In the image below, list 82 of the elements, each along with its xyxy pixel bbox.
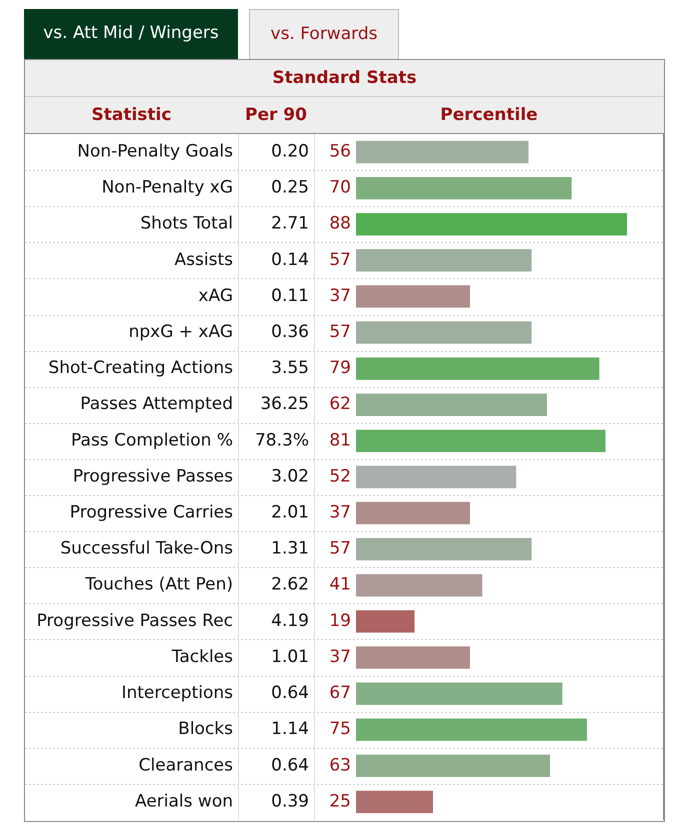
y-tick-label: Clearances	[138, 755, 234, 776]
data-label: 37	[329, 646, 351, 667]
y-tick-label: Interceptions	[121, 683, 234, 704]
data-label: 67	[329, 683, 351, 704]
y-tick-label: Blocks	[178, 719, 234, 740]
bar	[356, 790, 433, 814]
text: vs. Att Mid / Wingers	[24, 9, 238, 59]
bar	[356, 610, 415, 633]
data-label: 57	[329, 250, 351, 270]
text: 0.64	[271, 683, 309, 704]
text: 0.20	[271, 141, 309, 162]
text: 0.25	[271, 178, 309, 198]
y-tick-label: Aerials won	[135, 791, 233, 812]
bar	[356, 538, 532, 560]
text: 1.31	[271, 538, 309, 559]
bar	[356, 140, 528, 164]
data-label: 62	[329, 394, 351, 414]
text: 36.25	[260, 394, 309, 414]
bar	[356, 466, 516, 488]
y-tick-label: Shots Total	[140, 214, 233, 234]
bar	[356, 213, 628, 236]
data-label: 63	[329, 755, 351, 776]
text: 0.36	[271, 322, 309, 342]
bar	[356, 321, 532, 344]
text: 1.01	[271, 646, 309, 667]
y-tick-label: Assists	[174, 250, 234, 270]
bar	[356, 430, 606, 452]
text: 0.11	[271, 286, 309, 306]
data-label: 52	[329, 466, 351, 486]
text: 3.02	[271, 466, 309, 486]
data-label: 41	[329, 574, 351, 595]
y-tick-label: Successful Take-Ons	[60, 538, 234, 559]
data-label: 37	[329, 286, 351, 306]
data-label: 19	[329, 610, 351, 631]
data-label: 25	[329, 791, 351, 812]
text: 2.01	[271, 502, 309, 523]
text: 1.14	[271, 719, 309, 740]
data-label: 75	[329, 719, 351, 740]
data-label: 70	[329, 178, 351, 198]
data-label: 37	[329, 502, 351, 523]
bar	[356, 502, 470, 524]
y-tick-label: Progressive Carries	[70, 502, 234, 523]
y-tick-label: Touches (Att Pen)	[84, 574, 233, 595]
text: 4.19	[271, 610, 309, 631]
bar	[356, 249, 532, 272]
y-tick-label: xAG	[198, 286, 233, 306]
chart-title: Standard Stats	[25, 60, 664, 97]
text: Percentile	[439, 104, 539, 127]
bar	[356, 718, 587, 741]
data-label: 57	[329, 538, 351, 559]
data-label: 79	[329, 358, 351, 378]
y-tick-label: Passes Attempted	[80, 394, 233, 414]
data-label: 56	[329, 141, 351, 162]
text: 0.64	[271, 755, 309, 776]
text: 2.62	[271, 574, 309, 595]
text: 0.39	[271, 791, 309, 812]
text: 3.55	[271, 358, 309, 378]
bar	[356, 574, 482, 597]
text: vs. Forwards	[249, 9, 399, 59]
y-tick-label: Progressive Passes	[72, 466, 234, 486]
text: 78.3%	[254, 430, 309, 450]
data-label: 81	[329, 430, 351, 450]
data-label: 57	[329, 322, 351, 342]
y-tick-label: Non-Penalty xG	[102, 178, 233, 198]
text: Per 90	[244, 104, 308, 127]
text: 0.14	[271, 250, 309, 270]
y-tick-label: Pass Completion %	[71, 430, 233, 450]
bar	[356, 357, 600, 380]
bar	[356, 754, 550, 778]
y-tick-label: Shot-Creating Actions	[48, 358, 234, 378]
bar	[356, 176, 572, 200]
bar	[356, 682, 562, 705]
bar	[356, 285, 470, 308]
y-tick-label: npxG + xAG	[128, 322, 233, 342]
bar	[356, 394, 547, 416]
data-label: 88	[329, 214, 351, 234]
y-tick-label: Progressive Passes Rec	[36, 610, 233, 631]
bar	[356, 646, 470, 669]
text: 2.71	[271, 214, 309, 234]
y-tick-label: Non-Penalty Goals	[77, 141, 234, 162]
text: Statistic	[90, 104, 172, 127]
y-tick-label: Tackles	[170, 646, 234, 667]
